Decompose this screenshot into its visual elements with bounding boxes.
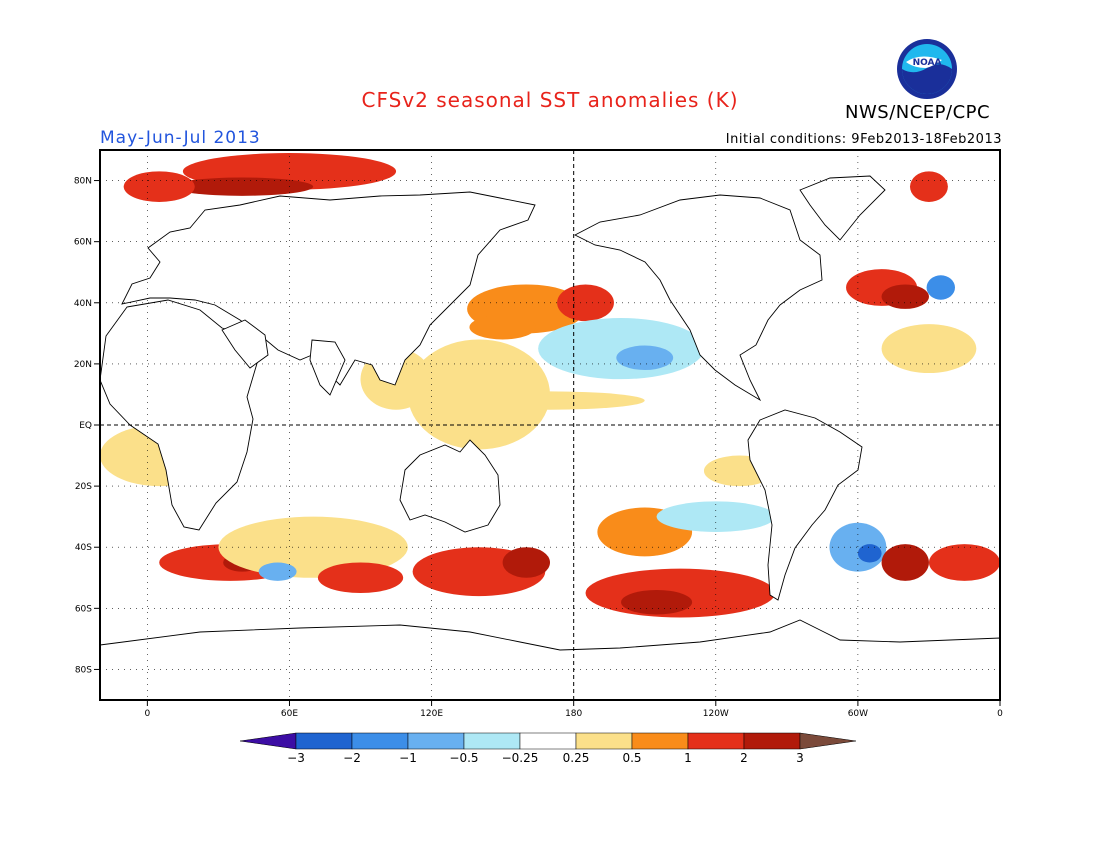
colorbar-bin <box>687 732 745 750</box>
lat-tick-label: 40S <box>75 543 92 553</box>
anomaly-patch <box>538 318 704 380</box>
colorbar-label: 0.25 <box>563 751 590 765</box>
anomaly-patch <box>621 590 693 615</box>
initial-conditions: Initial conditions: 9Feb2013-18Feb2013 <box>725 132 1002 147</box>
lon-tick-label: 60W <box>848 709 868 719</box>
anomaly-patch <box>616 345 674 370</box>
australia-outline <box>399 439 501 533</box>
anomaly-patch <box>557 284 614 322</box>
lat-tick-label: 20S <box>75 482 92 492</box>
noaa-logo: NOAA <box>896 38 958 104</box>
lat-tick-label: EQ <box>79 421 92 431</box>
colorbar-bin <box>239 732 297 750</box>
colorbar-bin <box>463 732 521 750</box>
africa-outline <box>99 299 259 531</box>
lon-tick-label: 120W <box>703 709 729 719</box>
agency-label: NWS/NCEP/CPC <box>845 102 991 123</box>
anomaly-patch <box>317 562 404 594</box>
colorbar-label: 1 <box>684 751 692 765</box>
colorbar-bin <box>351 732 409 750</box>
lon-tick-label: 180 <box>565 709 582 719</box>
svg-text:NOAA: NOAA <box>913 58 942 68</box>
greenland-outline <box>799 175 886 241</box>
india-outline <box>309 339 346 396</box>
forecast-period: May-Jun-Jul 2013 <box>100 128 261 148</box>
lat-tick-label: 40N <box>74 299 92 309</box>
map-axes: 80N 60N 40N 20N EQ 20S 40S 60S 80S 0 60E 120E 180 120… <box>74 177 1003 719</box>
lat-tick-label: 80N <box>74 177 92 187</box>
colorbar-label: −0.25 <box>502 751 539 765</box>
lat-tick-label: 60S <box>75 604 92 614</box>
chart-title: CFSv2 seasonal SST anomalies (K) <box>361 88 739 112</box>
arabia-outline <box>221 319 269 369</box>
anomaly-patch <box>502 547 550 578</box>
colorbar-label: 0.5 <box>622 751 641 765</box>
map-frame <box>99 149 1001 701</box>
colorbar-label: 2 <box>740 751 748 765</box>
graticule <box>100 150 1001 700</box>
lon-tick-label: 0 <box>145 709 151 719</box>
north-america-outline <box>574 194 823 402</box>
anomaly-patch <box>469 315 536 340</box>
lat-tick-label: 60N <box>74 238 92 248</box>
antarctica-outline <box>99 619 1001 701</box>
lon-tick-label: 60E <box>281 709 298 719</box>
anomaly-patch <box>881 544 929 581</box>
colorbar-label: −1 <box>399 751 417 765</box>
lon-tick-label: 120E <box>420 709 443 719</box>
anomaly-patch <box>910 171 948 202</box>
colorbar-bin <box>631 732 689 750</box>
south-america-outline <box>747 409 863 601</box>
lat-tick-label: 80S <box>75 665 92 675</box>
lon-tick-label: 0 <box>997 709 1003 719</box>
anomaly-patch <box>857 544 882 563</box>
anomaly-patch <box>407 339 550 450</box>
colorbar-label: 3 <box>796 751 804 765</box>
anomaly-patch <box>171 177 314 196</box>
anomaly-patch <box>123 171 195 202</box>
colorbar: −3 −2 −1 −0.5 −0.25 0.25 0.5 1 2 3 <box>239 732 857 765</box>
anomaly-patch <box>928 544 1000 581</box>
colorbar-bin <box>295 732 353 750</box>
colorbar-label: −3 <box>287 751 305 765</box>
colorbar-label: −2 <box>343 751 361 765</box>
anomaly-patch <box>926 275 956 300</box>
colorbar-bin <box>519 732 577 750</box>
lat-tick-label: 20N <box>74 360 92 370</box>
colorbar-bin <box>575 732 633 750</box>
continent-outlines <box>99 175 1001 701</box>
colorbar-label: −0.5 <box>449 751 478 765</box>
colorbar-bin <box>743 732 801 750</box>
anomaly-patch <box>881 324 977 374</box>
colorbar-bin <box>799 732 857 750</box>
anomaly-patch <box>881 284 929 309</box>
anomaly-patch <box>258 562 297 581</box>
colorbar-bin <box>407 732 465 750</box>
